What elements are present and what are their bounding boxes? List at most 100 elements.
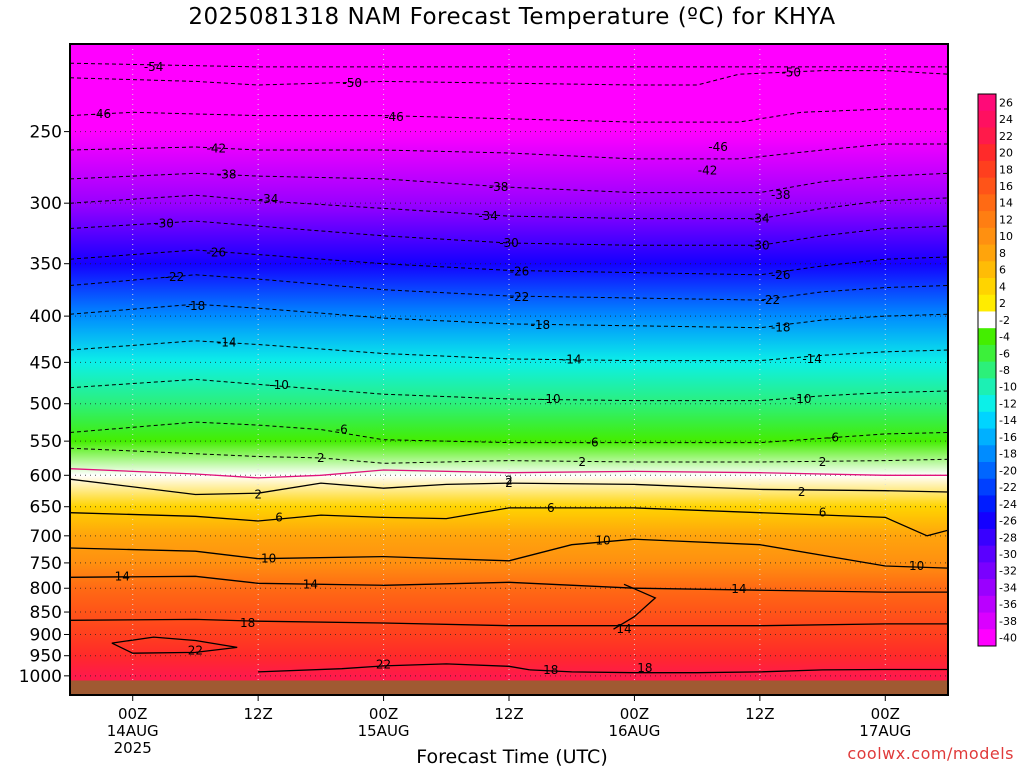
y-tick-label: 700 bbox=[30, 527, 62, 547]
contour-label: 14 bbox=[616, 622, 631, 636]
contour-line bbox=[70, 618, 948, 627]
colorbar-swatch bbox=[978, 428, 996, 446]
contour-label: 6 bbox=[547, 501, 555, 515]
colorbar-swatch bbox=[978, 127, 996, 145]
colorbar-swatch bbox=[978, 311, 996, 329]
contour-label: -26 bbox=[771, 268, 791, 282]
colorbar-label: -40 bbox=[999, 632, 1017, 645]
colorbar-label: 6 bbox=[999, 264, 1006, 277]
x-tick-label: 00Z bbox=[369, 705, 398, 723]
contour-line bbox=[70, 478, 948, 496]
contour-label: 2 bbox=[505, 476, 513, 490]
colorbar-label: -8 bbox=[999, 364, 1010, 377]
contour-label: 10 bbox=[595, 533, 610, 547]
contour-line bbox=[70, 62, 948, 68]
contour-label: -26 bbox=[510, 264, 530, 278]
contour-line bbox=[529, 668, 948, 674]
contour-label: 18 bbox=[240, 616, 255, 630]
colorbar-label: 26 bbox=[999, 96, 1013, 109]
x-axis-title: Forecast Time (UTC) bbox=[416, 746, 608, 768]
x-tick-label: 00Z bbox=[118, 705, 147, 723]
contour-line bbox=[70, 340, 948, 362]
contour-label: 14 bbox=[115, 569, 130, 583]
colorbar-swatch bbox=[978, 612, 996, 630]
colorbar-label: -28 bbox=[999, 531, 1017, 544]
contour-label: -6 bbox=[587, 436, 599, 450]
contour-label: 10 bbox=[909, 559, 924, 573]
colorbar-label: 2 bbox=[999, 297, 1006, 310]
y-tick-label: 1000 bbox=[19, 667, 62, 687]
contour-label: 2 bbox=[819, 455, 827, 469]
colorbar-label: -26 bbox=[999, 515, 1017, 528]
colorbar-label: 16 bbox=[999, 180, 1013, 193]
colorbar-label: -2 bbox=[999, 314, 1010, 327]
colorbar-swatch bbox=[978, 177, 996, 195]
colorbar-label: -34 bbox=[999, 581, 1017, 594]
contour-label: -38 bbox=[771, 188, 791, 202]
contour-line bbox=[70, 575, 948, 593]
colorbar-label: -38 bbox=[999, 615, 1017, 628]
contour-line bbox=[70, 274, 948, 301]
credit-link[interactable]: coolwx.com/models bbox=[847, 744, 1014, 763]
colorbar-label: 10 bbox=[999, 230, 1013, 243]
colorbar-swatch bbox=[978, 495, 996, 513]
contour-label: -14 bbox=[562, 353, 582, 367]
y-tick-label: 750 bbox=[30, 554, 62, 574]
colorbar-label: -16 bbox=[999, 431, 1017, 444]
colorbar-swatch bbox=[978, 194, 996, 212]
colorbar-label: -24 bbox=[999, 498, 1017, 511]
contour-line bbox=[70, 378, 948, 402]
colorbar-swatch bbox=[978, 144, 996, 162]
contour-label: -22 bbox=[510, 290, 530, 304]
colorbar-swatch bbox=[978, 244, 996, 262]
x-tick-label: 00Z bbox=[620, 705, 649, 723]
colorbar-label: -12 bbox=[999, 397, 1017, 410]
contour-label: -34 bbox=[750, 212, 770, 226]
contour-line bbox=[258, 663, 531, 673]
contour-label: -46 bbox=[384, 110, 404, 124]
contour-line bbox=[70, 143, 948, 160]
colorbar-label: 14 bbox=[999, 197, 1013, 210]
contour-label: -46 bbox=[92, 107, 112, 121]
colorbar: 26 24 22 20 18 16 14 12 10 8 6 4 2 -2 -4 -6 -8 -10 -12 -14 -… bbox=[977, 93, 1017, 647]
contour-line bbox=[70, 447, 948, 464]
colorbar-swatch bbox=[978, 211, 996, 229]
contour-label: 2 bbox=[317, 451, 325, 465]
colorbar-swatch bbox=[978, 261, 996, 279]
x-tick-label: 15AUG bbox=[358, 722, 410, 740]
colorbar-swatch bbox=[978, 94, 996, 112]
colorbar-swatch bbox=[978, 378, 996, 396]
contour-label: -50 bbox=[342, 76, 362, 90]
colorbar-label: -30 bbox=[999, 548, 1017, 561]
y-tick-label: 850 bbox=[30, 603, 62, 623]
y-axis: 2503003504004505005506006507007508008509… bbox=[19, 123, 70, 687]
contour-label: 2 bbox=[798, 485, 806, 499]
x-tick-label: 12Z bbox=[745, 705, 774, 723]
contour-label: -34 bbox=[478, 209, 498, 223]
colorbar-swatch bbox=[978, 528, 996, 547]
colorbar-label: 22 bbox=[999, 130, 1013, 143]
colorbar-label: -32 bbox=[999, 565, 1017, 578]
contour-label: -30 bbox=[154, 217, 174, 231]
contour-label: -46 bbox=[708, 140, 728, 154]
y-tick-label: 950 bbox=[30, 647, 62, 667]
x-tick-label: 16AUG bbox=[608, 722, 660, 740]
contour-label: -18 bbox=[186, 299, 206, 313]
x-tick-label: 00Z bbox=[871, 705, 900, 723]
y-tick-label: 900 bbox=[30, 625, 62, 645]
contour-line bbox=[70, 220, 948, 246]
contour-line bbox=[70, 172, 948, 194]
contour-label: -14 bbox=[217, 336, 237, 350]
colorbar-label: -18 bbox=[999, 448, 1017, 461]
contour-label: 6 bbox=[819, 506, 827, 520]
contour-label: -38 bbox=[217, 168, 237, 182]
contour-line bbox=[70, 538, 948, 569]
colorbar-swatch bbox=[978, 328, 996, 346]
x-tick-label: 17AUG bbox=[859, 722, 911, 740]
colorbar-label: -4 bbox=[999, 331, 1010, 344]
colorbar-label: -22 bbox=[999, 481, 1017, 494]
contour-label: -14 bbox=[802, 352, 822, 366]
colorbar-label: 24 bbox=[999, 113, 1013, 126]
